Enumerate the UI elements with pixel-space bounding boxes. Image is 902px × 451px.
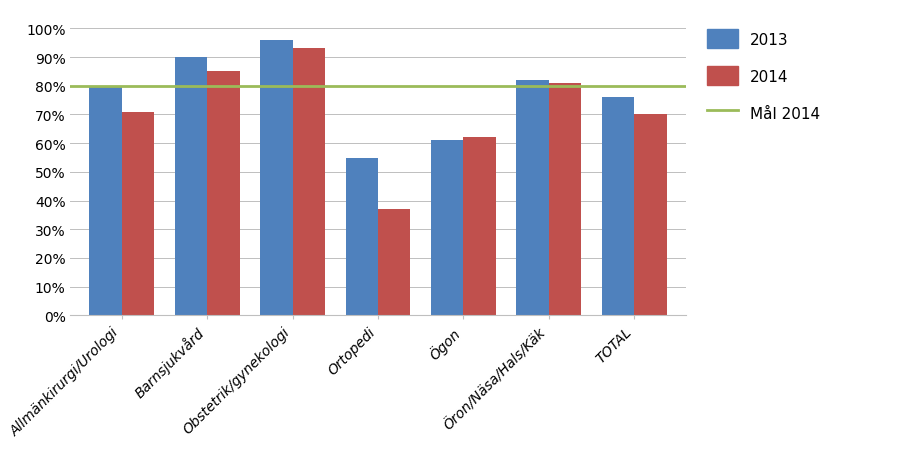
Bar xyxy=(260,41,292,316)
Bar xyxy=(175,58,207,316)
Bar xyxy=(516,81,548,316)
Bar xyxy=(464,138,496,316)
Bar xyxy=(431,141,464,316)
Bar xyxy=(89,87,122,316)
Bar xyxy=(122,112,154,316)
Bar xyxy=(548,84,581,316)
Bar xyxy=(345,158,378,316)
Bar xyxy=(292,49,325,316)
Bar xyxy=(207,72,240,316)
Legend: 2013, 2014, Mål 2014: 2013, 2014, Mål 2014 xyxy=(699,23,827,130)
Bar xyxy=(634,115,667,316)
Bar xyxy=(378,210,410,316)
Bar xyxy=(602,98,634,316)
